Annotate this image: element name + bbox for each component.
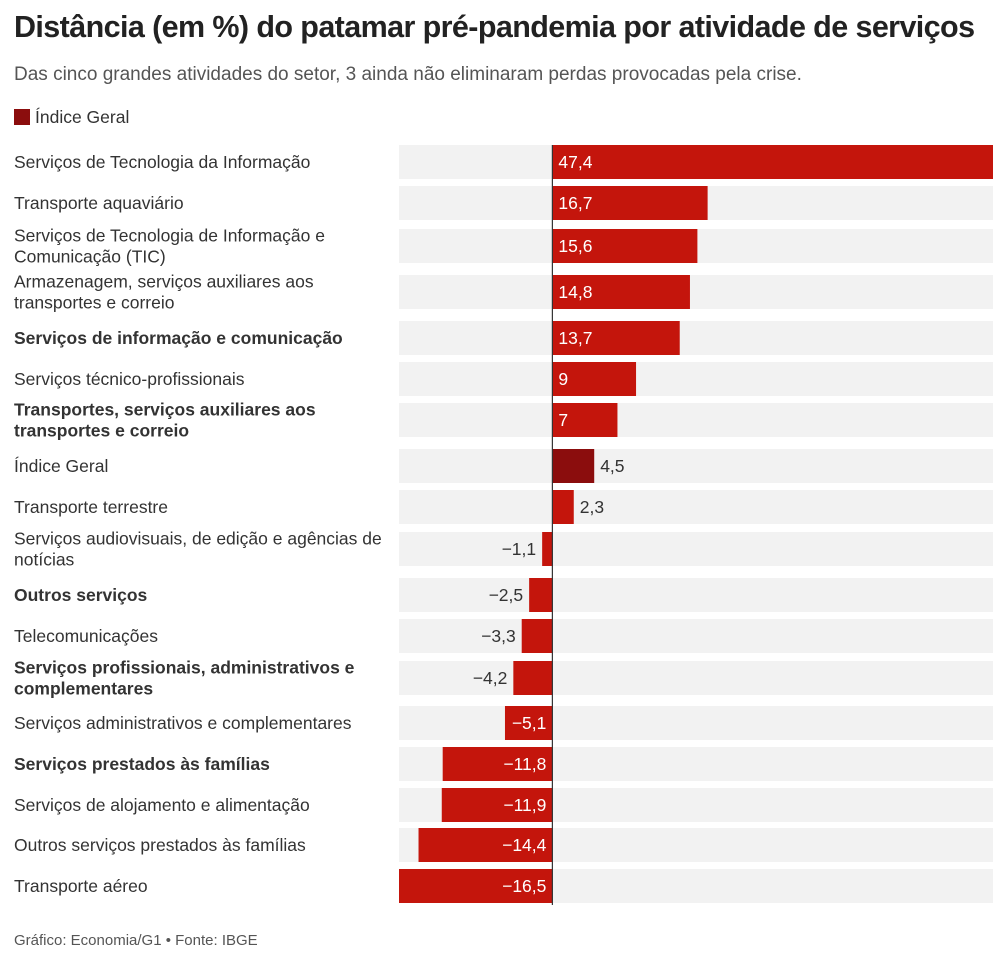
category-label: Outros serviços xyxy=(14,585,148,605)
legend-label: Índice Geral xyxy=(35,106,130,127)
value-label: 14,8 xyxy=(558,282,592,302)
category-label: Outros serviços prestados às famílias xyxy=(14,835,306,855)
value-label: 7 xyxy=(558,410,568,430)
bar-track xyxy=(399,275,993,309)
value-label: −14,4 xyxy=(502,835,547,855)
bar xyxy=(513,661,553,695)
value-label: −4,2 xyxy=(473,668,508,688)
bar xyxy=(552,449,595,483)
bar-track xyxy=(399,490,993,524)
bar xyxy=(552,321,680,355)
bar-track xyxy=(399,661,993,695)
category-label: Serviços de Tecnologia de Informação e xyxy=(14,226,325,246)
category-label: Comunicação (TIC) xyxy=(14,247,166,267)
value-label: −11,8 xyxy=(503,754,546,774)
bar-track xyxy=(399,362,993,396)
bar-chart: Serviços de Tecnologia da Informação 47,4… xyxy=(14,145,993,905)
value-label: −5,1 xyxy=(512,713,547,733)
bar-track xyxy=(399,578,993,612)
category-label: Serviços prestados às famílias xyxy=(14,754,270,774)
bar xyxy=(552,186,708,220)
bar xyxy=(504,706,553,740)
bar xyxy=(529,578,553,612)
bar xyxy=(399,869,553,903)
category-label: Serviços administrativos e complementare… xyxy=(14,713,352,733)
category-label: Serviços audiovisuais, de edição e agênc… xyxy=(14,529,382,549)
value-label: 4,5 xyxy=(600,456,624,476)
bar-track xyxy=(399,403,993,437)
category-label: transportes e correio xyxy=(14,421,189,441)
category-label: Serviços de informação e comunicação xyxy=(14,328,343,348)
category-label: notícias xyxy=(14,550,75,570)
value-label: 2,3 xyxy=(580,497,604,517)
category-label: Armazenagem, serviços auxiliares aos xyxy=(14,272,314,292)
category-label: transportes e correio xyxy=(14,293,175,313)
bar xyxy=(552,362,637,396)
value-label: 47,4 xyxy=(558,152,592,172)
category-label: Transportes, serviços auxiliares aos xyxy=(14,400,316,420)
bar xyxy=(552,145,993,179)
bar xyxy=(552,275,690,309)
value-label: 9 xyxy=(558,369,568,389)
chart-title: Distância (em %) do patamar pré-pandemia… xyxy=(14,10,975,44)
value-label: −11,9 xyxy=(503,795,546,815)
bar-track xyxy=(399,706,993,740)
category-label: Telecomunicações xyxy=(14,626,158,646)
value-label: −2,5 xyxy=(489,585,524,605)
category-label: Serviços de Tecnologia da Informação xyxy=(14,152,310,172)
bar xyxy=(552,229,698,263)
value-label: −16,5 xyxy=(502,876,546,896)
bar xyxy=(521,619,553,653)
value-label: −1,1 xyxy=(502,539,537,559)
bar xyxy=(441,788,553,822)
value-label: 16,7 xyxy=(558,193,592,213)
bar xyxy=(418,828,553,862)
category-label: Serviços técnico-profissionais xyxy=(14,369,245,389)
bar xyxy=(442,747,553,781)
category-label: Serviços de alojamento e alimentação xyxy=(14,795,310,815)
value-label: 13,7 xyxy=(558,328,592,348)
category-label: complementares xyxy=(14,679,153,699)
bar-track xyxy=(399,619,993,653)
bar xyxy=(552,403,618,437)
bar-track xyxy=(399,321,993,355)
bar-track xyxy=(399,449,993,483)
category-label: Serviços profissionais, administrativos … xyxy=(14,658,355,678)
value-label: −3,3 xyxy=(481,626,516,646)
bar xyxy=(542,532,553,566)
category-label: Índice Geral xyxy=(14,456,108,476)
category-label: Transporte aquaviário xyxy=(14,193,184,213)
bar-track xyxy=(399,532,993,566)
legend: Índice Geral xyxy=(14,106,129,128)
category-label: Transporte terrestre xyxy=(14,497,168,517)
bar xyxy=(552,490,574,524)
legend-swatch xyxy=(14,109,30,125)
chart-footer: Gráfico: Economia/G1 • Fonte: IBGE xyxy=(14,932,258,949)
category-label: Transporte aéreo xyxy=(14,876,148,896)
value-label: 15,6 xyxy=(558,236,592,256)
chart-subtitle: Das cinco grandes atividades do setor, 3… xyxy=(14,64,802,85)
